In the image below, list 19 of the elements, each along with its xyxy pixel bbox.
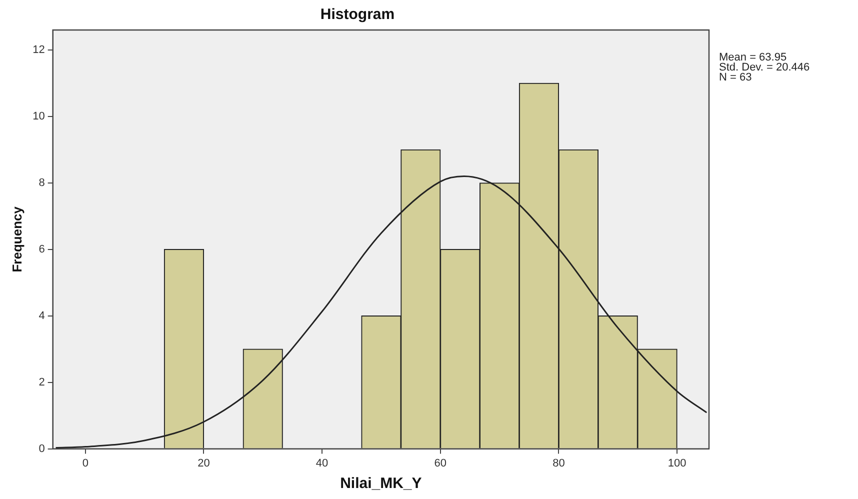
y-tick-label: 6 [38,243,45,256]
y-tick-label: 8 [38,176,45,189]
x-tick-label: 40 [316,457,328,470]
text: N = 63 [719,72,752,84]
text: Mean = 63.95 [719,52,787,64]
y-axis-title: Frequency [9,206,24,272]
y-tick-label: 10 [32,110,45,122]
y-tick-label: 4 [38,310,45,322]
y-tick-label: 2 [38,376,45,388]
x-tick-label: 60 [434,457,447,470]
text: Std. Dev. = 20.446 [719,62,810,74]
y-tick-label: 12 [32,44,45,56]
x-tick-label: 100 [668,457,686,470]
x-axis-title: Nilai_MK_Y [340,475,422,492]
x-tick-label: 20 [198,457,210,470]
y-tick-label: 0 [38,442,45,455]
chart-title: Histogram [320,6,395,24]
x-tick-label: 0 [82,457,88,470]
x-tick-label: 80 [552,457,565,470]
